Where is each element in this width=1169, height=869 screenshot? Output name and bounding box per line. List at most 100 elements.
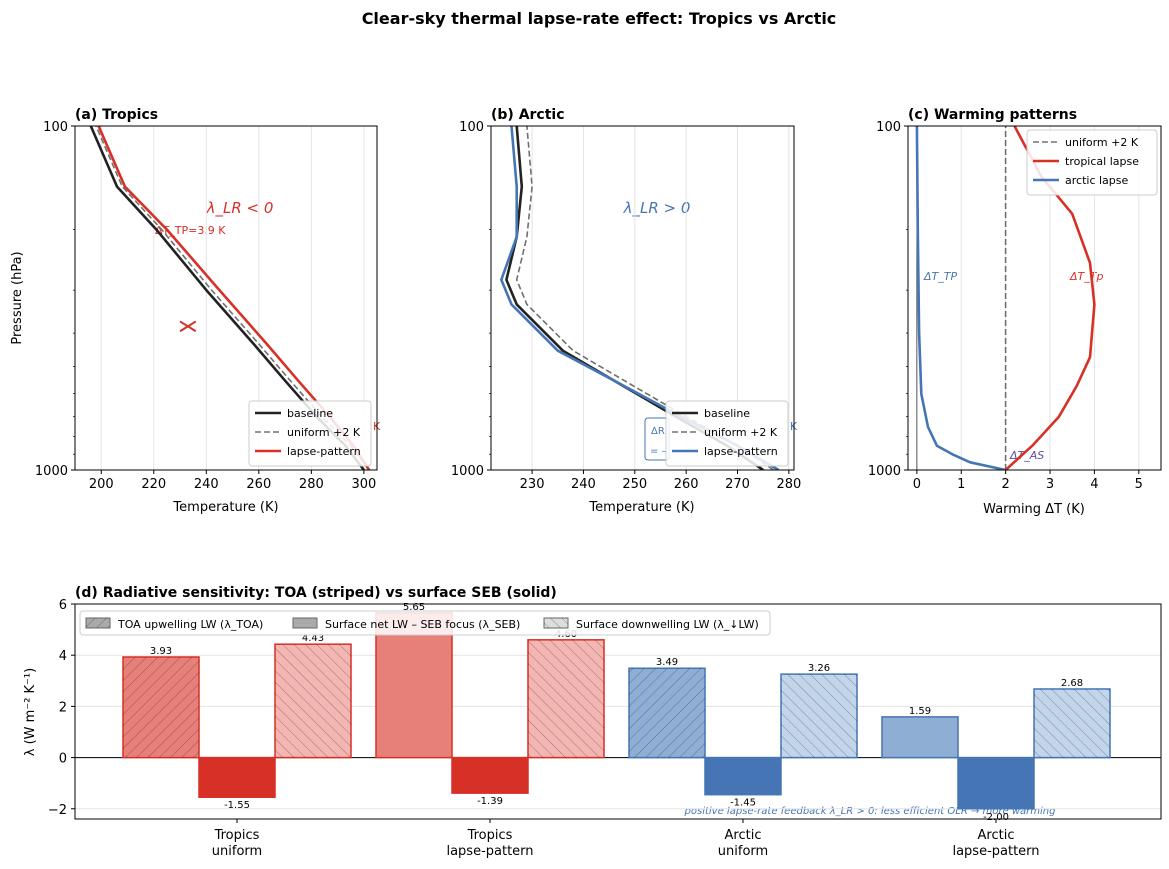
panel-d-bar bbox=[957, 756, 1035, 810]
panel-d-note: positive lapse-rate feedback λ_LR > 0: l… bbox=[684, 806, 1056, 817]
panel-a-ytick-label: 100 bbox=[43, 120, 68, 135]
panel-a-xtick-label: 280 bbox=[299, 477, 324, 492]
panel-b-legend-label: uniform +2 K bbox=[704, 426, 778, 439]
panel-d-xtick-label: uniform bbox=[718, 844, 768, 859]
panel-b-xlabel: Temperature (K) bbox=[588, 500, 694, 515]
panel-d-ylabel: λ (W m⁻² K⁻¹) bbox=[23, 668, 38, 756]
panel-d-plot: −2 0 2 4 6 3.93 -1.55 4.43 Tropics uniform 5.65 -1.… bbox=[48, 598, 1162, 859]
panel-d-value-label: 4.43 bbox=[302, 633, 324, 644]
panel-b-frame bbox=[490, 125, 795, 471]
panel-c-xtick-label: 3 bbox=[1046, 477, 1054, 492]
panel-a-lambda-annotation: λ_LR < 0 bbox=[206, 199, 274, 218]
panel-d-bar bbox=[198, 756, 276, 798]
panel-a-xtick-label: 260 bbox=[246, 477, 271, 492]
panel-c-legend-label: arctic lapse bbox=[1065, 174, 1128, 187]
panel-d-legend-swatch bbox=[292, 617, 318, 629]
panel-b-xtick-label: 280 bbox=[776, 477, 801, 492]
panel-d-bar-hatch bbox=[528, 639, 604, 758]
panel-d-xtick-label: Arctic bbox=[978, 828, 1015, 843]
panel-d-bar bbox=[881, 716, 959, 759]
panel-c-ytick-label: 1000 bbox=[868, 464, 901, 479]
panel-d-value-label: -1.55 bbox=[224, 800, 250, 811]
panel-a-title: (a) Tropics bbox=[75, 107, 158, 123]
panel-c-legend-label: uniform +2 K bbox=[1065, 136, 1139, 149]
panel-a-dt-label: ΔT_TP=3.9 K bbox=[155, 224, 226, 237]
panel-d-value-label: -2.00 bbox=[983, 812, 1009, 823]
panel-d-value-label: -1.39 bbox=[477, 796, 503, 807]
panel-b-plot: 230 240 250 260 270 280 100 1000 baseline uniform… bbox=[451, 120, 801, 492]
panel-d-value-label: 3.93 bbox=[150, 646, 172, 657]
panel-d-value-label: 5.65 bbox=[403, 602, 425, 613]
panel-c-legend-box bbox=[1026, 129, 1158, 196]
panel-a-legend-label: lapse-pattern bbox=[287, 445, 361, 458]
panel-d-ytick-label: 4 bbox=[59, 649, 67, 664]
panel-d-value-label: 3.26 bbox=[808, 663, 830, 674]
panel-d-legend-box bbox=[79, 610, 771, 636]
panel-d-value-label: 3.49 bbox=[656, 657, 678, 668]
panel-b-xtick-label: 260 bbox=[674, 477, 699, 492]
panel-a-xtick-label: 220 bbox=[141, 477, 166, 492]
panel-d-bar-hatch bbox=[629, 668, 705, 758]
panel-c-frame bbox=[907, 125, 1162, 471]
panel-d-bar bbox=[451, 756, 529, 794]
panel-d-ytick-label: −2 bbox=[48, 803, 67, 818]
panel-d-ytick-label: 0 bbox=[59, 752, 67, 767]
panel-a-series-line bbox=[95, 126, 370, 470]
panel-b-legend-label: lapse-pattern bbox=[704, 445, 778, 458]
panel-d-xtick-label: Tropics bbox=[467, 828, 513, 843]
panel-a-marker bbox=[179, 320, 197, 333]
panel-b-ytick-label: 100 bbox=[459, 120, 484, 135]
panel-d-ytick-label: 2 bbox=[59, 700, 67, 715]
panel-b-title: (b) Arctic bbox=[491, 107, 565, 123]
panel-a-legend: baseline uniform +2 K lapse-pattern bbox=[248, 400, 372, 467]
panel-d-xtick-label: lapse-pattern bbox=[446, 844, 533, 859]
panel-b-xtick-label: 240 bbox=[571, 477, 596, 492]
panel-c-plot: 0 1 2 3 4 5 100 1000 uniform +2 K tropical lapse a… bbox=[868, 120, 1162, 492]
panel-d-bar bbox=[704, 756, 782, 796]
panel-d-value-label: 2.68 bbox=[1061, 678, 1083, 689]
panel-a-legend-label: baseline bbox=[287, 407, 333, 420]
panel-d-xtick-label: uniform bbox=[212, 844, 262, 859]
panel-c-xlabel: Warming ΔT (K) bbox=[983, 502, 1085, 517]
panel-b-ytick-label: 1000 bbox=[451, 464, 484, 479]
panel-d-bar-hatch bbox=[1034, 688, 1110, 758]
figure-title: Clear-sky thermal lapse-rate effect: Tro… bbox=[362, 9, 837, 28]
panel-c-xtick-label: 0 bbox=[913, 477, 921, 492]
panel-b-box-line2: = – bbox=[650, 446, 667, 457]
panel-b-xtick-label: 230 bbox=[520, 477, 545, 492]
panel-d-bar-hatch bbox=[123, 656, 199, 758]
panel-d-legend-hatch bbox=[86, 618, 110, 628]
panel-c-xtick-label: 2 bbox=[1002, 477, 1010, 492]
panel-d-bar bbox=[375, 612, 453, 759]
panel-d-frame bbox=[74, 603, 1162, 820]
panel-a-frame bbox=[74, 125, 378, 471]
panel-b-lambda-annotation: λ_LR > 0 bbox=[623, 199, 691, 218]
panel-b-xtick-label: 250 bbox=[622, 477, 647, 492]
panel-d-legend-label: Surface downwelling LW (λ_↓LW) bbox=[576, 618, 759, 631]
panel-c-series-line bbox=[915, 126, 1006, 470]
panel-d-bar-hatch bbox=[781, 674, 857, 758]
panel-d-xtick-label: lapse-pattern bbox=[952, 844, 1039, 859]
panel-b-xtick-label: 270 bbox=[725, 477, 750, 492]
panel-c-xtick-label: 1 bbox=[957, 477, 965, 492]
plot-layer: 200 220 240 260 280 3001001000baselineuniform… bbox=[35, 120, 1162, 859]
panel-d-legend: TOA upwelling LW (λ_TOA) Surface net LW –… bbox=[79, 610, 771, 636]
panel-d-ytick-label: 6 bbox=[59, 598, 67, 613]
panel-c-label-tp-tropics: ΔT_Tp bbox=[1069, 270, 1103, 283]
panel-a-xtick-label: 200 bbox=[89, 477, 114, 492]
panel-d-bar-hatch bbox=[275, 644, 351, 758]
panel-c-legend-label: tropical lapse bbox=[1065, 155, 1139, 168]
panel-b-legend: baseline uniform +2 K lapse-pattern bbox=[665, 400, 789, 467]
panel-c-xtick-label: 5 bbox=[1135, 477, 1143, 492]
panel-c-xtick-label: 4 bbox=[1090, 477, 1098, 492]
panel-b-box-line1: ΔR bbox=[651, 426, 665, 437]
panel-a-plot: 200 220 240 260 280 300 100 1000 baseline uniform… bbox=[35, 120, 378, 492]
panel-d-value-label: -1.45 bbox=[730, 798, 756, 809]
panel-a-xtick-label: 300 bbox=[351, 477, 376, 492]
panel-a-legend-label: uniform +2 K bbox=[287, 426, 361, 439]
panel-c-legend: uniform +2 K tropical lapse arctic lapse bbox=[1026, 129, 1158, 196]
panel-a-ylabel: Pressure (hPa) bbox=[10, 251, 25, 344]
panel-c-title: (c) Warming patterns bbox=[908, 107, 1077, 123]
panel-d-legend-label: TOA upwelling LW (λ_TOA) bbox=[117, 618, 263, 631]
